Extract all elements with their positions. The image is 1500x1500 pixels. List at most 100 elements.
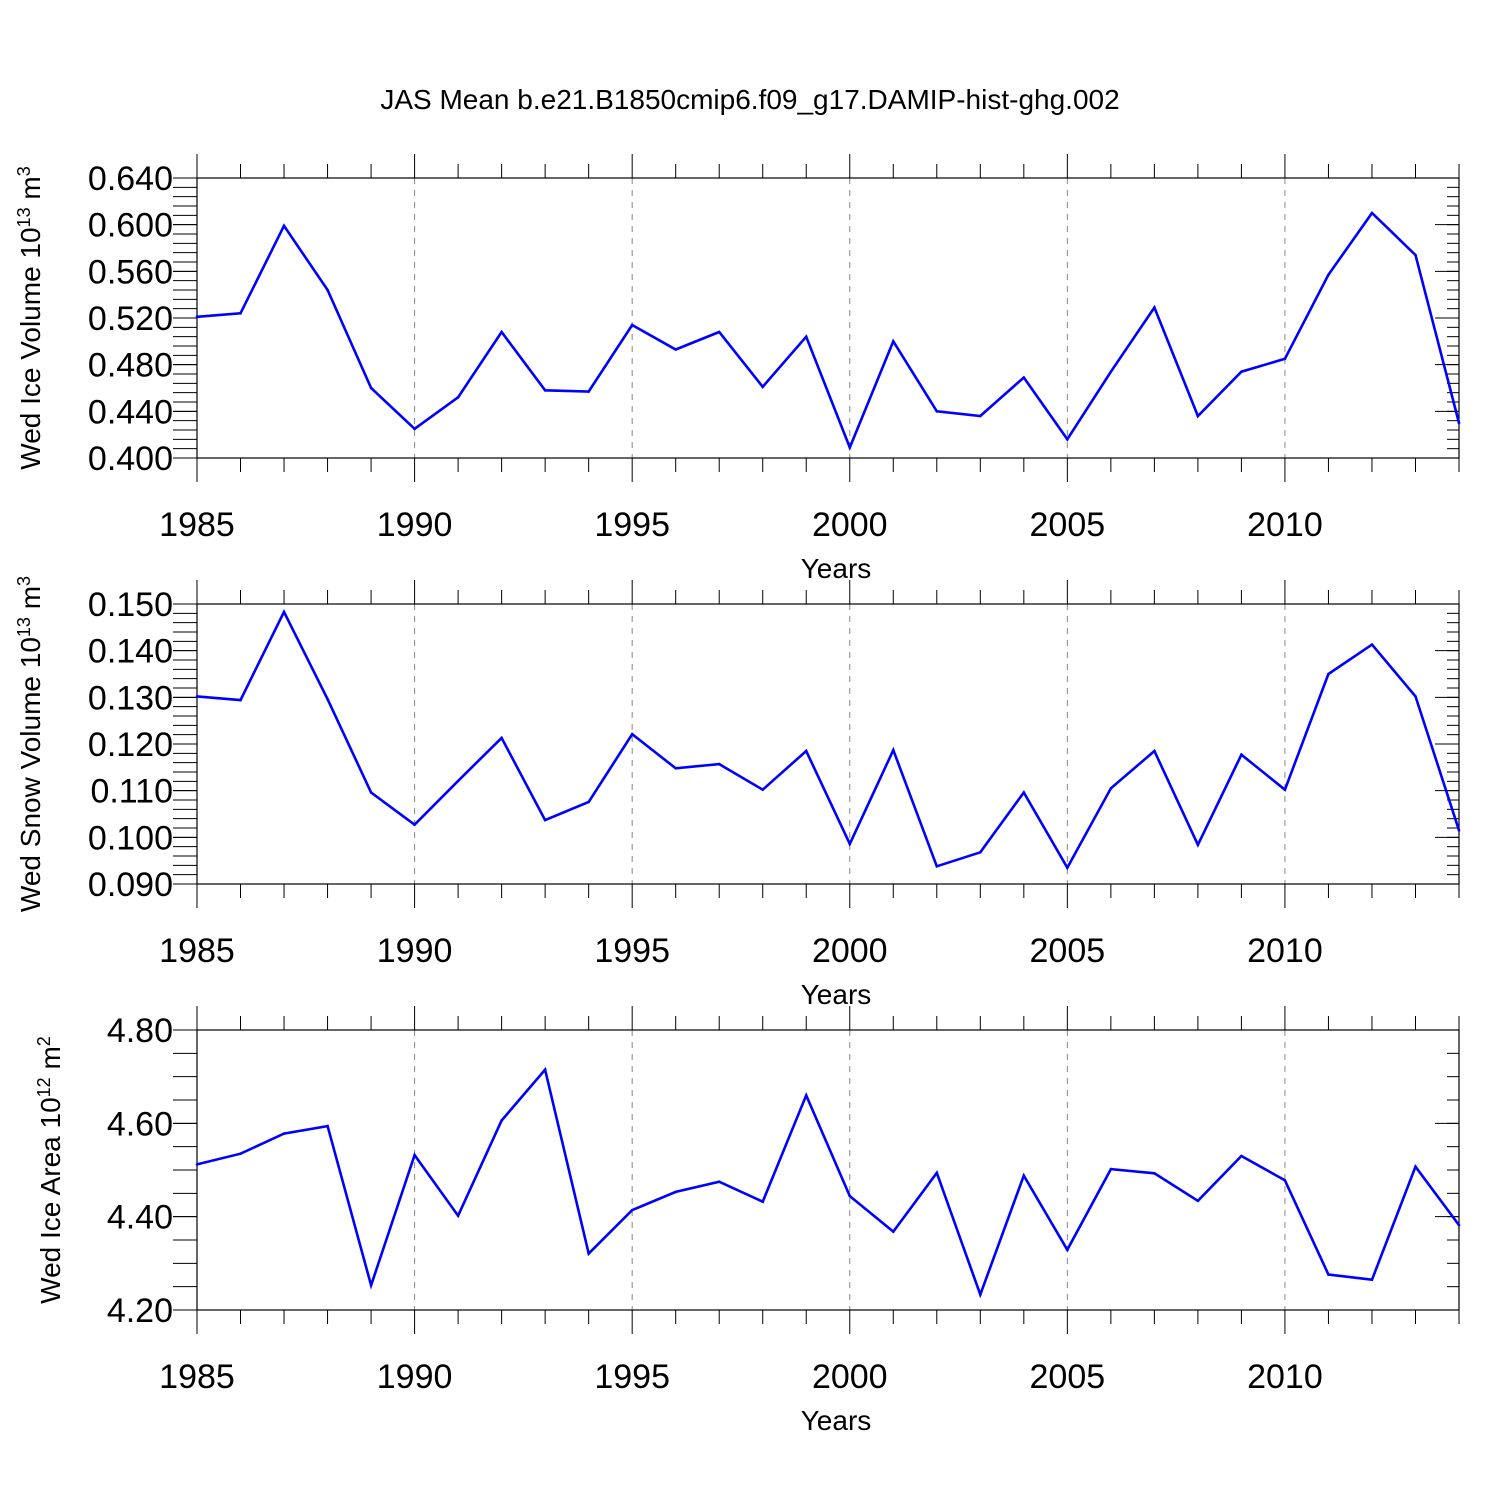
data-point bbox=[1240, 370, 1243, 373]
y-tick-label: 0.400 bbox=[88, 440, 173, 478]
y-axis-title-part: m bbox=[35, 1046, 66, 1077]
data-point bbox=[674, 766, 677, 770]
data-point bbox=[1153, 749, 1156, 753]
x-tick-label: 2005 bbox=[1030, 932, 1106, 970]
y-axis-title-superscript: 13 bbox=[14, 617, 34, 637]
chart-panel-3: 4.20 4.40 4.60 4.80 1985 1990 1995 2000 2005 2010… bbox=[34, 1006, 1461, 1436]
data-point bbox=[1327, 672, 1330, 676]
data-point bbox=[1370, 643, 1374, 646]
x-tick-label: 1995 bbox=[594, 1358, 670, 1396]
data-point bbox=[1109, 370, 1113, 373]
y-tick-label: 0.560 bbox=[88, 253, 173, 291]
data-point bbox=[1153, 1171, 1156, 1175]
data-point bbox=[1066, 1248, 1069, 1252]
data-point bbox=[587, 390, 590, 393]
x-axis-title: Years bbox=[801, 553, 872, 584]
plot-frame bbox=[196, 1029, 1460, 1311]
data-point bbox=[630, 1208, 634, 1212]
data-point bbox=[369, 386, 373, 390]
y-axis-title-part: m bbox=[15, 586, 46, 617]
data-point bbox=[587, 800, 590, 804]
data-point bbox=[1240, 1154, 1243, 1158]
data-point bbox=[1457, 1223, 1461, 1227]
data-point bbox=[413, 823, 416, 827]
data-point bbox=[413, 427, 416, 431]
x-tick-label: 2005 bbox=[1030, 506, 1106, 544]
y-tick-label: 0.640 bbox=[88, 160, 173, 198]
y-tick-label: 0.520 bbox=[88, 300, 173, 338]
x-tick-label: 2010 bbox=[1247, 506, 1323, 544]
data-point bbox=[369, 1283, 373, 1287]
y-tick-label: 0.100 bbox=[88, 819, 173, 857]
y-tick-label: 4.60 bbox=[107, 1105, 173, 1143]
data-point bbox=[1109, 787, 1113, 790]
series-line bbox=[196, 211, 1461, 451]
data-point bbox=[587, 1252, 590, 1255]
x-axis-title: Years bbox=[801, 1405, 872, 1436]
y-tick-label: 0.130 bbox=[88, 679, 173, 717]
data-point bbox=[195, 695, 199, 698]
x-tick-label: 1985 bbox=[159, 932, 235, 970]
data-point bbox=[1196, 414, 1200, 418]
data-point bbox=[456, 779, 460, 783]
data-point bbox=[1022, 376, 1026, 379]
x-tick-label: 1990 bbox=[377, 506, 453, 544]
y-axis-title-part: Wed Snow Volume 10 bbox=[15, 637, 46, 912]
data-point bbox=[1196, 1199, 1200, 1203]
data-point bbox=[674, 348, 677, 351]
data-point bbox=[543, 389, 547, 392]
data-point bbox=[239, 698, 242, 702]
data-point bbox=[1283, 788, 1287, 792]
y-tick-label: 0.110 bbox=[90, 773, 173, 811]
data-point bbox=[1327, 1273, 1330, 1276]
y-axis-title: Wed Ice Area 1012 m2 bbox=[34, 1036, 66, 1304]
data-point bbox=[935, 1171, 939, 1175]
data-point bbox=[717, 762, 721, 766]
x-tick-label: 1985 bbox=[159, 506, 235, 544]
x-tick-label: 1990 bbox=[377, 932, 453, 970]
data-point bbox=[1066, 438, 1069, 441]
data-point bbox=[239, 1152, 242, 1155]
chart-panel-2: 0.090 0.100 0.110 0.120 0.130 0.140 0.150 1985 1… bbox=[14, 576, 1461, 1010]
y-axis-title-part: Wed Ice Volume 10 bbox=[15, 227, 46, 469]
chart-panel-1: 0.400 0.440 0.480 0.520 0.560 0.600 0.640 1985 1… bbox=[14, 154, 1461, 584]
data-point bbox=[804, 749, 808, 753]
data-point bbox=[630, 323, 634, 327]
data-point bbox=[717, 1180, 721, 1183]
y-axis-title-superscript: 2 bbox=[34, 1036, 54, 1046]
data-point bbox=[239, 312, 242, 315]
data-point bbox=[500, 1119, 503, 1122]
plot-frame bbox=[196, 603, 1460, 885]
data-point bbox=[674, 1190, 677, 1194]
y-tick-label: 0.150 bbox=[88, 586, 173, 624]
x-tick-label: 1995 bbox=[594, 506, 670, 544]
data-point bbox=[891, 340, 895, 343]
y-tick-label: 4.80 bbox=[107, 1012, 173, 1050]
data-point bbox=[456, 1214, 460, 1218]
data-point bbox=[935, 864, 939, 868]
data-point bbox=[1153, 306, 1156, 309]
data-point bbox=[1457, 421, 1461, 425]
y-axis-title-superscript: 12 bbox=[34, 1077, 54, 1097]
series-line bbox=[196, 1066, 1461, 1299]
y-axis-title-part: Wed Ice Area 10 bbox=[35, 1097, 66, 1304]
data-point bbox=[891, 1230, 895, 1233]
data-point bbox=[413, 1153, 416, 1157]
y-axis-title-superscript: 13 bbox=[14, 207, 34, 227]
data-point bbox=[1457, 829, 1461, 832]
data-point bbox=[326, 697, 329, 701]
x-tick-label: 2010 bbox=[1247, 932, 1323, 970]
data-point bbox=[848, 1194, 852, 1198]
y-tick-label: 4.40 bbox=[107, 1199, 173, 1237]
data-point bbox=[326, 1124, 329, 1128]
data-point bbox=[630, 732, 634, 736]
data-point bbox=[543, 1068, 547, 1071]
x-tick-label: 1985 bbox=[159, 1358, 235, 1396]
x-tick-label: 1990 bbox=[377, 1358, 453, 1396]
data-point bbox=[195, 315, 199, 319]
data-point bbox=[1370, 211, 1374, 215]
data-point bbox=[1022, 791, 1026, 794]
x-tick-label: 2010 bbox=[1247, 1358, 1323, 1396]
data-point bbox=[848, 842, 852, 846]
y-axis-title: Wed Ice Volume 1013 m3 bbox=[14, 166, 46, 469]
